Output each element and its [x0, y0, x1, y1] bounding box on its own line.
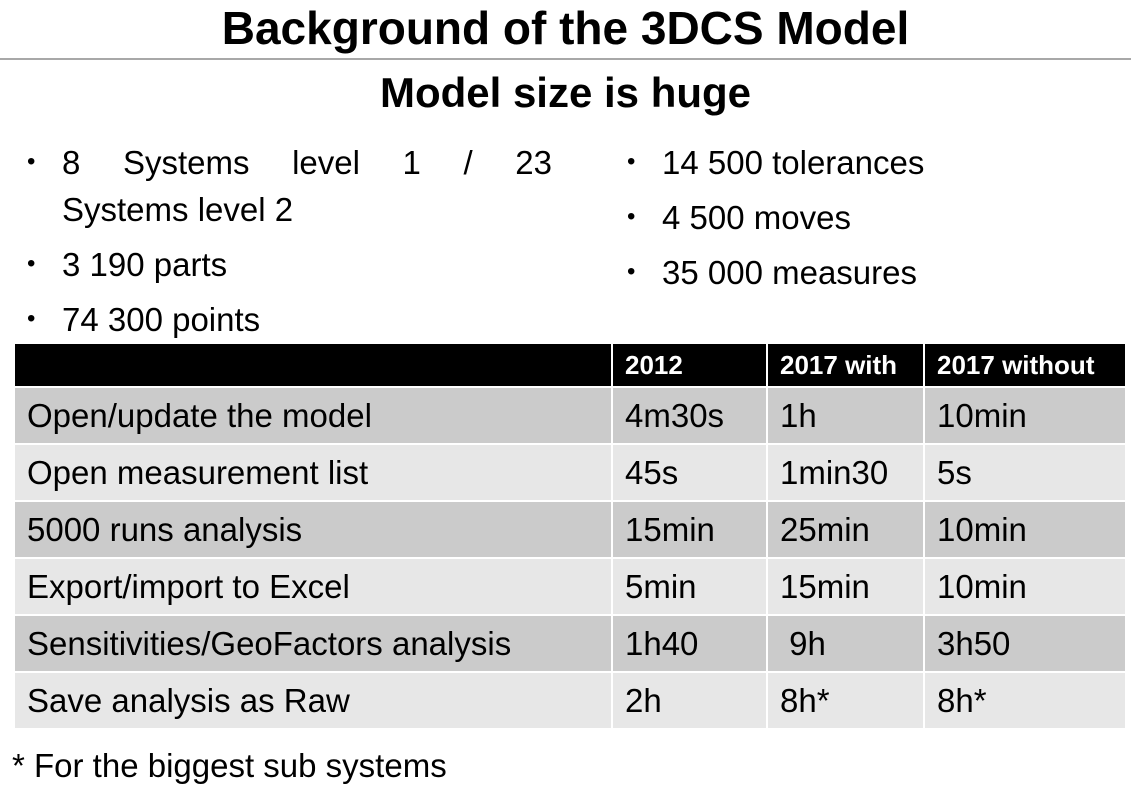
bullet-parts: 3 190 parts — [62, 246, 228, 283]
table-cell: 10min — [925, 386, 1125, 443]
slide-subtitle: Model size is huge — [379, 69, 752, 116]
table-cell: 15min — [768, 557, 925, 614]
table-cell: 5s — [925, 443, 1125, 500]
table-cell: 2h — [613, 671, 768, 728]
table-cell: 4m30s — [613, 386, 768, 443]
table-header-cell: 2017 without — [925, 344, 1125, 386]
table-row: Save analysis as Raw 2h 8h* 8h* — [15, 671, 1125, 728]
table-cell: 5000 runs analysis — [15, 500, 613, 557]
table-cell: 8h* — [768, 671, 925, 728]
bullet-dot: • — [627, 148, 636, 175]
bullet-systems-line1: 8 Systems level 1 / 23 — [62, 144, 552, 181]
table-cell: 1h40 — [613, 614, 768, 671]
table-header-cell: 2012 — [613, 344, 768, 386]
table-row: Open measurement list 45s 1min30 5s — [15, 443, 1125, 500]
table-cell: 25min — [768, 500, 925, 557]
table-row: Open/update the model 4m30s 1h 10min — [15, 386, 1125, 443]
table-cell: 10min — [925, 500, 1125, 557]
bullet-dot: • — [27, 305, 36, 332]
bullet-dot: • — [627, 258, 636, 285]
footnote: * For the biggest sub systems — [12, 747, 447, 784]
table-cell: 45s — [613, 443, 768, 500]
table-row: 5000 runs analysis 15min 25min 10min — [15, 500, 1125, 557]
bullet-dot: • — [627, 203, 636, 230]
table-cell: Export/import to Excel — [15, 557, 613, 614]
table-cell: 10min — [925, 557, 1125, 614]
bullet-dot: • — [27, 148, 36, 175]
table-row: Sensitivities/GeoFactors analysis 1h40 9… — [15, 614, 1125, 671]
table-cell: 15min — [613, 500, 768, 557]
bullet-points: 74 300 points — [62, 301, 261, 338]
bullet-measures: 35 000 measures — [662, 254, 917, 291]
table-cell: Sensitivities/GeoFactors analysis — [15, 614, 613, 671]
table-cell: 1min30 — [768, 443, 925, 500]
bullet-systems-line2: Systems level 2 — [62, 191, 294, 228]
table-header-cell: 2017 with — [768, 344, 925, 386]
table-cell: 3h50 — [925, 614, 1125, 671]
table-cell: Open/update the model — [15, 386, 613, 443]
title-divider — [0, 58, 1131, 60]
table-cell: Open measurement list — [15, 443, 613, 500]
timing-table: 2012 2017 with 2017 without Open/update … — [15, 344, 1125, 728]
table-header-row: 2012 2017 with 2017 without — [15, 344, 1125, 386]
bullet-moves: 4 500 moves — [662, 199, 851, 236]
table-header-cell — [15, 344, 613, 386]
slide-title: Background of the 3DCS Model — [221, 2, 910, 54]
table-row: Export/import to Excel 5min 15min 10min — [15, 557, 1125, 614]
table-cell: 1h — [768, 386, 925, 443]
table-cell: 8h* — [925, 671, 1125, 728]
bullet-tolerances: 14 500 tolerances — [662, 144, 925, 181]
table-cell: 5min — [613, 557, 768, 614]
bullet-dot: • — [27, 250, 36, 277]
table-cell: 9h — [768, 614, 925, 671]
table-cell: Save analysis as Raw — [15, 671, 613, 728]
